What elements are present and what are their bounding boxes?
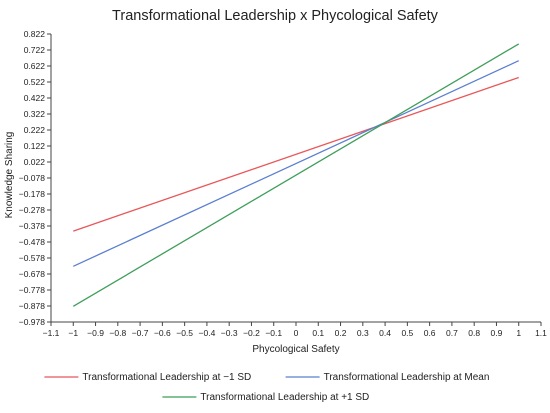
- legend-label-3: Transformational Leadership at +1 SD: [200, 392, 369, 403]
- x-tick-label: −1.1: [43, 328, 60, 338]
- series-line-1: [73, 76, 519, 232]
- y-tick-label: 0.822: [24, 29, 46, 39]
- x-tick-label: 0.6: [424, 328, 436, 338]
- x-tick-label: −0.3: [221, 328, 238, 338]
- y-tick-label: 0.022: [24, 157, 46, 167]
- y-tick-label: −0.678: [19, 269, 46, 279]
- y-tick-label: −0.878: [19, 301, 46, 311]
- y-tick-label: 0.522: [24, 77, 46, 87]
- x-axis: −1.1 −1 −0.9 −0.8 −0.7 −0.6 −0.5 −0.4 −0.3 −0.2 −0…: [43, 321, 547, 338]
- x-tick-label: 0.5: [401, 328, 413, 338]
- y-tick-label: −0.478: [19, 237, 46, 247]
- x-tick-label: 0.9: [491, 328, 503, 338]
- x-tick-label: −0.8: [109, 328, 126, 338]
- y-tick-label: 0.222: [24, 125, 46, 135]
- x-tick-label: −0.6: [154, 328, 171, 338]
- x-tick-label: 0.3: [357, 328, 369, 338]
- y-tick-label: 0.422: [24, 93, 46, 103]
- y-axis: 0.822 0.722 0.622 0.522 0.422 0.322 0.222 0.122…: [19, 29, 52, 327]
- x-tick-label: 1: [516, 328, 521, 338]
- series-line-3: [72, 43, 520, 307]
- x-tick-label: −0.9: [87, 328, 104, 338]
- series-line-2: [73, 60, 519, 267]
- x-tick-label: −0.5: [176, 328, 193, 338]
- legend: Transformational Leadership at −1 SD Tran…: [44, 372, 489, 403]
- x-tick-label: 0.8: [468, 328, 480, 338]
- legend-label-1: Transformational Leadership at −1 SD: [82, 372, 251, 383]
- x-tick-label: 0.2: [335, 328, 347, 338]
- x-tick-label: 0.4: [379, 328, 391, 338]
- y-tick-label: −0.278: [19, 205, 46, 215]
- x-tick-label: 1.1: [535, 328, 547, 338]
- x-tick-label: 0: [294, 328, 299, 338]
- y-tick-label: −0.378: [19, 221, 46, 231]
- y-tick-label: 0.722: [24, 45, 46, 55]
- y-tick-label: −0.978: [19, 317, 46, 327]
- series-group: [72, 43, 520, 307]
- y-tick-label: 0.122: [24, 141, 46, 151]
- x-tick-label: −0.4: [199, 328, 216, 338]
- legend-label-2: Transformational Leadership at Mean: [324, 372, 490, 383]
- x-tick-label: 0.7: [446, 328, 458, 338]
- y-tick-label: −0.778: [19, 285, 46, 295]
- y-axis-label: Knowledge Sharing: [4, 132, 15, 219]
- chart-title: Transformational Leadership x Phycologic…: [112, 8, 439, 24]
- y-tick-label: −0.078: [19, 173, 46, 183]
- x-tick-label: −0.7: [132, 328, 149, 338]
- y-tick-label: −0.578: [19, 253, 46, 263]
- x-tick-label: −0.2: [243, 328, 260, 338]
- y-tick-label: −0.178: [19, 189, 46, 199]
- x-axis-label: Phycological Safety: [252, 344, 339, 355]
- x-tick-label: 0.1: [312, 328, 324, 338]
- y-tick-label: 0.322: [24, 109, 46, 119]
- x-tick-label: −0.1: [265, 328, 282, 338]
- x-tick-label: −1: [68, 328, 78, 338]
- y-tick-label: 0.622: [24, 61, 46, 71]
